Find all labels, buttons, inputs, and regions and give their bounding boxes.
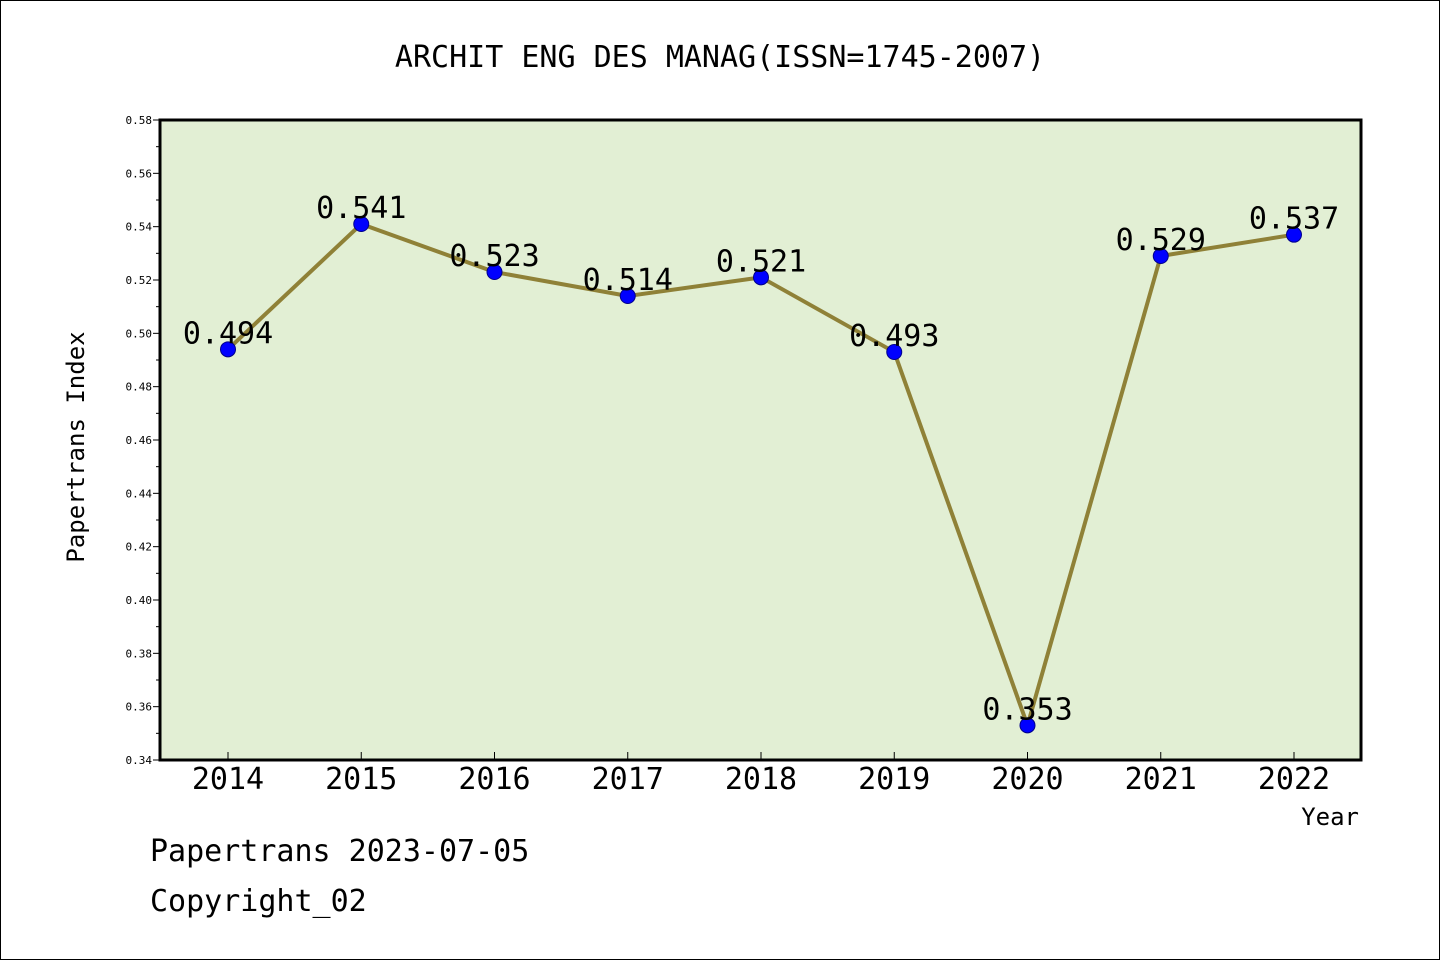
y-tick-label: 0.52	[126, 274, 153, 287]
y-tick-label: 0.48	[126, 381, 153, 394]
y-axis-label: Papertrans Index	[62, 331, 90, 562]
data-label: 0.494	[183, 316, 273, 351]
data-label: 0.514	[583, 263, 673, 298]
x-axis-ticks: 2014 2015 2016 2017 2018 2019 2020 2021 2022	[192, 752, 1330, 797]
chart-title: ARCHIT ENG DES MANAG(ISSN=1745-2007)	[395, 40, 1045, 75]
data-label: 0.537	[1249, 202, 1339, 237]
y-tick-label: 0.58	[126, 114, 153, 127]
data-label: 0.493	[849, 319, 939, 354]
x-tick-label: 2019	[858, 762, 930, 797]
y-tick-label: 0.42	[126, 541, 153, 554]
data-point-marker	[1019, 717, 1036, 734]
data-label: 0.521	[716, 244, 806, 279]
y-tick-label: 0.46	[126, 434, 153, 447]
x-tick-label: 2015	[325, 762, 397, 797]
copyright-text: Copyright_02	[150, 884, 367, 919]
data-label: 0.353	[982, 692, 1072, 727]
series-layer: 0.494 0.541 0.523 0.514 0.521 0.493 0.353 0.529…	[183, 191, 1339, 734]
y-tick-label: 0.44	[126, 487, 153, 500]
source-date-text: Papertrans 2023-07-05	[150, 834, 530, 869]
x-tick-label: 2016	[458, 762, 530, 797]
data-point-marker	[753, 269, 769, 286]
x-axis-label: Year	[1301, 803, 1359, 831]
x-tick-label: 2022	[1258, 762, 1330, 797]
data-point-marker	[619, 288, 636, 304]
x-tick-label: 2017	[592, 762, 664, 797]
data-point-marker	[1286, 226, 1302, 243]
y-tick-label: 0.34	[126, 754, 153, 767]
y-tick-label: 0.50	[126, 327, 153, 340]
data-label: 0.523	[449, 239, 539, 274]
y-tick-label: 0.36	[126, 701, 153, 714]
data-point-marker	[486, 264, 503, 280]
data-point-marker	[886, 344, 903, 360]
x-tick-label: 2021	[1125, 762, 1197, 797]
x-tick-label: 2014	[192, 762, 264, 797]
data-point-marker	[220, 341, 236, 358]
x-tick-label: 2020	[991, 762, 1063, 797]
y-axis-ticks: 0.34 0.36 0.38 0.40 0.42 0.44 0.46 0.48 0.50 0.52…	[126, 114, 160, 767]
y-tick-label: 0.40	[126, 594, 153, 607]
y-tick-label: 0.38	[126, 647, 153, 660]
data-point-marker	[1152, 248, 1169, 264]
data-label: 0.541	[316, 191, 406, 226]
x-tick-label: 2018	[725, 762, 797, 797]
data-label: 0.529	[1116, 223, 1206, 258]
y-tick-label: 0.56	[126, 167, 153, 180]
data-point-marker	[353, 216, 370, 232]
y-tick-label: 0.54	[126, 221, 153, 234]
